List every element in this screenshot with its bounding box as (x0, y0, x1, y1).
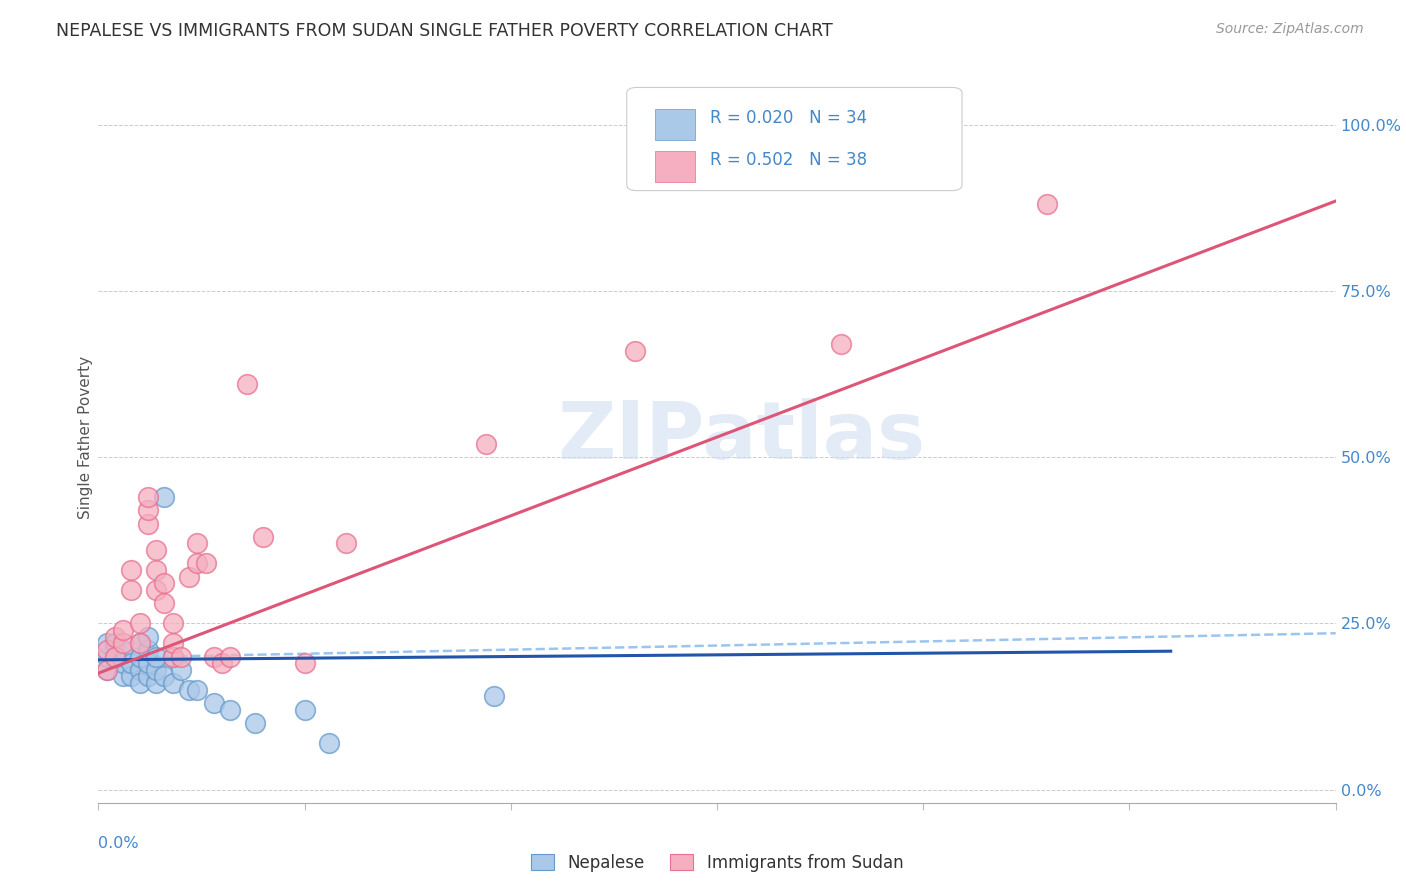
Point (170, 649, 193, 664)
Point (136, 490, 159, 504)
Point (96, 636, 118, 650)
Point (128, 636, 150, 650)
Point (145, 563, 167, 577)
Point (120, 563, 142, 577)
Point (179, 570, 201, 584)
Text: R = 0.020   N = 34: R = 0.020 N = 34 (710, 109, 866, 127)
Point (170, 663, 193, 677)
Point (145, 676, 167, 690)
Point (112, 636, 135, 650)
Point (96, 643, 118, 657)
Point (194, 557, 217, 571)
Point (128, 663, 150, 677)
Point (128, 649, 150, 664)
FancyBboxPatch shape (655, 109, 695, 140)
Point (219, 649, 242, 664)
Point (120, 656, 142, 670)
Point (162, 676, 184, 690)
Point (153, 669, 176, 683)
Text: ZIPatlas: ZIPatlas (558, 398, 927, 476)
Point (104, 636, 127, 650)
Point (1036, 197, 1059, 211)
Point (153, 576, 176, 591)
Point (186, 536, 208, 550)
Point (136, 516, 159, 531)
Text: R = 0.502   N = 38: R = 0.502 N = 38 (710, 151, 866, 169)
Point (294, 656, 316, 670)
Point (219, 703, 242, 717)
Point (318, 736, 340, 750)
FancyBboxPatch shape (627, 87, 962, 191)
Point (136, 630, 159, 644)
Point (202, 649, 225, 664)
Point (153, 596, 176, 610)
Point (104, 649, 127, 664)
Point (145, 543, 167, 558)
Point (252, 530, 274, 544)
Text: NEPALESE VS IMMIGRANTS FROM SUDAN SINGLE FATHER POVERTY CORRELATION CHART: NEPALESE VS IMMIGRANTS FROM SUDAN SINGLE… (56, 22, 832, 40)
Point (120, 582, 142, 597)
Point (128, 616, 150, 631)
Point (128, 636, 150, 650)
Point (186, 557, 208, 571)
Point (104, 649, 127, 664)
Point (136, 503, 159, 517)
Point (484, 690, 506, 704)
Point (120, 669, 142, 683)
Point (236, 376, 259, 391)
Point (202, 696, 225, 710)
Point (243, 716, 266, 731)
Legend: Nepalese, Immigrants from Sudan: Nepalese, Immigrants from Sudan (524, 847, 910, 879)
Point (211, 656, 233, 670)
Point (179, 682, 201, 697)
Point (623, 343, 645, 358)
Y-axis label: Single Father Poverty: Single Father Poverty (77, 356, 93, 518)
Point (96, 649, 118, 664)
Point (186, 682, 208, 697)
Point (145, 582, 167, 597)
Point (96, 663, 118, 677)
Point (136, 656, 159, 670)
Text: Source: ZipAtlas.com: Source: ZipAtlas.com (1216, 22, 1364, 37)
Point (335, 536, 357, 550)
Point (145, 663, 167, 677)
Point (136, 643, 159, 657)
Point (145, 649, 167, 664)
Point (162, 636, 184, 650)
Point (112, 669, 135, 683)
Point (830, 337, 852, 351)
Point (112, 643, 135, 657)
Point (162, 616, 184, 631)
Point (475, 436, 498, 450)
Point (162, 649, 184, 664)
Point (104, 630, 127, 644)
Point (112, 623, 135, 637)
Point (153, 490, 176, 504)
Point (96, 663, 118, 677)
FancyBboxPatch shape (655, 151, 695, 182)
Point (912, 151, 935, 165)
Text: 0.0%: 0.0% (98, 836, 139, 851)
Point (136, 669, 159, 683)
Point (112, 656, 135, 670)
Point (162, 649, 184, 664)
Point (294, 703, 316, 717)
Point (128, 676, 150, 690)
